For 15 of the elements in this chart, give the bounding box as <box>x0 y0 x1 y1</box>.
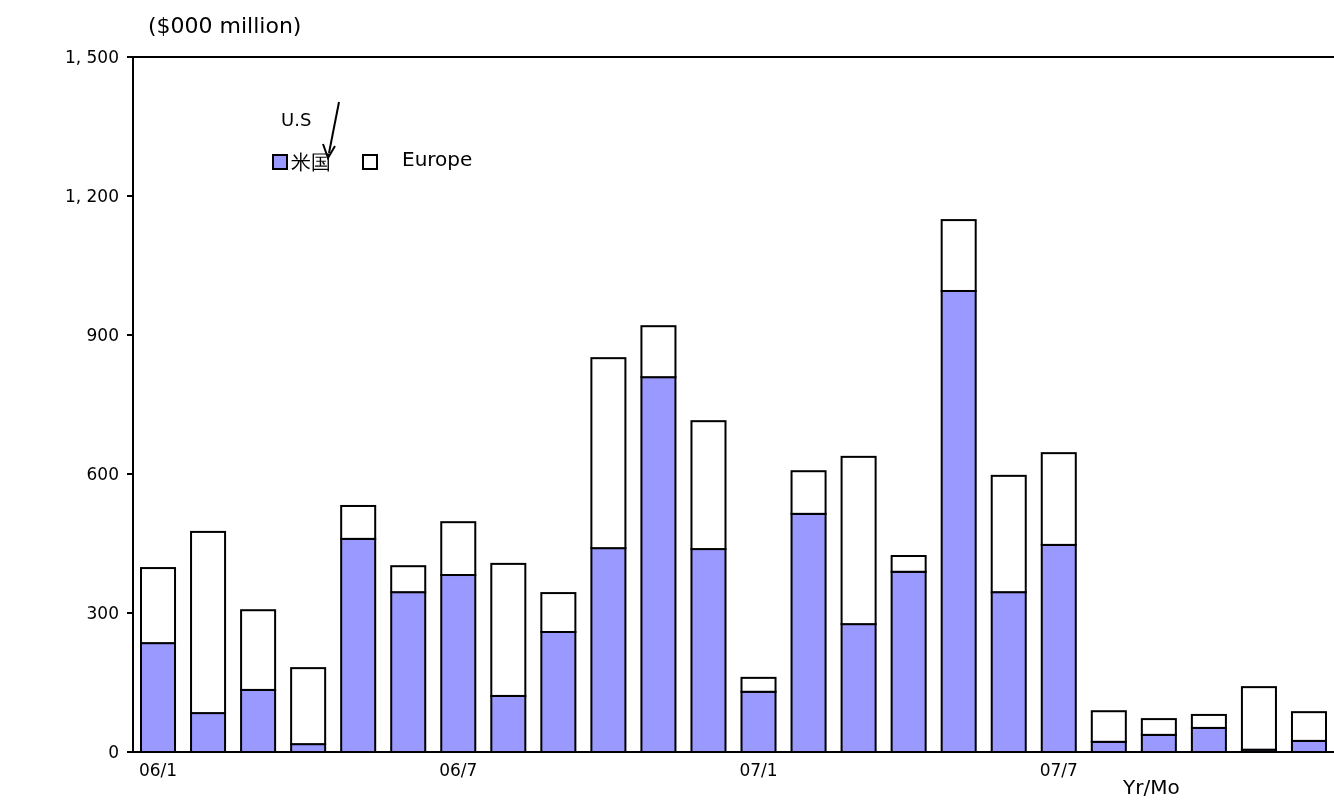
y-tick-label: 1, 500 <box>64 46 119 67</box>
x-axis-title: Yr/Mo <box>1122 775 1180 799</box>
y-tick-label: 0 <box>108 741 119 762</box>
x-tick-label: 07/7 <box>1039 760 1078 780</box>
x-tick-label: 07/1 <box>739 760 778 780</box>
x-tick-label: 06/7 <box>439 760 478 780</box>
y-tick-label: 900 <box>86 324 119 345</box>
legend-label: Europe <box>402 147 473 171</box>
y-tick-label: 300 <box>86 602 119 623</box>
x-tick-label: 06/1 <box>138 760 178 780</box>
y-tick-label: 1, 200 <box>64 185 119 206</box>
annotation: U.S <box>281 109 312 130</box>
y-axis-title: ($000 million) <box>148 13 302 38</box>
legend-label: 米国 <box>291 150 331 174</box>
y-tick-label: 600 <box>86 463 119 484</box>
